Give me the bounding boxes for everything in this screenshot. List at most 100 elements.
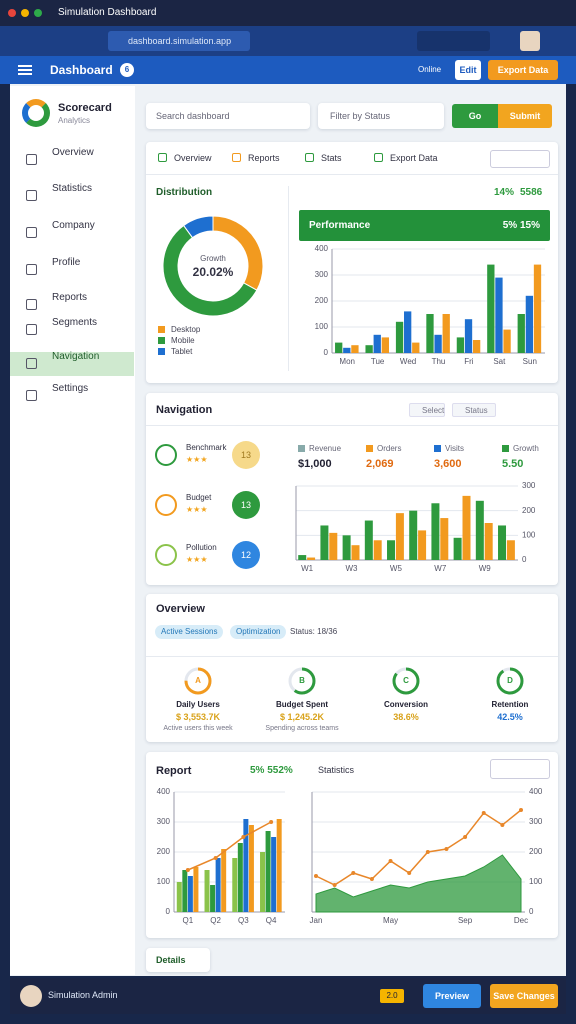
x-tick-label: Q4 bbox=[266, 916, 277, 925]
export-button[interactable]: Export Data bbox=[488, 60, 558, 80]
details: Details bbox=[156, 955, 186, 965]
nav-item[interactable]: Company bbox=[10, 221, 134, 245]
tab-title[interactable]: Simulation Dashboard bbox=[58, 7, 157, 18]
bar bbox=[395, 513, 404, 560]
ring-progress bbox=[496, 667, 524, 695]
point bbox=[388, 859, 393, 863]
bar bbox=[487, 264, 495, 353]
nav-label: Navigation bbox=[52, 351, 100, 362]
y-tick-label: 300 bbox=[315, 270, 329, 279]
nav-icon bbox=[26, 264, 37, 275]
item-value: $ 3,553.7K bbox=[175, 712, 221, 722]
section-title: Navigation bbox=[156, 404, 213, 416]
bar bbox=[335, 342, 343, 353]
nav-item[interactable]: Profile bbox=[10, 258, 134, 282]
bar bbox=[484, 523, 493, 560]
submit-button[interactable]: Submit bbox=[498, 104, 552, 128]
search-input[interactable]: Search dashboard bbox=[146, 103, 310, 129]
stars: ★★★ bbox=[186, 455, 208, 464]
point bbox=[444, 847, 449, 851]
y-tick-label: 400 bbox=[529, 787, 543, 796]
go-button[interactable]: Go bbox=[452, 104, 498, 128]
point bbox=[332, 883, 337, 887]
bar bbox=[320, 525, 329, 560]
nav-item[interactable]: Navigation bbox=[10, 352, 134, 376]
item-icon bbox=[155, 444, 177, 466]
logo bbox=[22, 99, 50, 127]
search-box[interactable] bbox=[417, 31, 490, 51]
bar bbox=[395, 321, 404, 353]
controls[interactable] bbox=[490, 759, 550, 779]
nav-item[interactable]: Settings bbox=[10, 384, 134, 408]
preview-button[interactable]: Preview bbox=[423, 984, 481, 1008]
x-tick-label: W3 bbox=[346, 564, 359, 573]
x-tick-label: W9 bbox=[479, 564, 492, 573]
nav-item[interactable]: Segments bbox=[10, 318, 134, 342]
score-badge: 13 bbox=[232, 491, 260, 519]
filter-select[interactable]: Select bbox=[409, 403, 445, 417]
bar bbox=[248, 825, 254, 912]
nav-label: Segments bbox=[52, 317, 98, 328]
progress-ring: C bbox=[392, 667, 420, 695]
bar bbox=[232, 858, 238, 912]
point bbox=[369, 877, 374, 881]
line bbox=[187, 821, 272, 871]
dot[interactable] bbox=[21, 9, 29, 17]
filter-dropdown[interactable]: Filter by Status bbox=[318, 103, 444, 129]
stat-swatch bbox=[434, 445, 441, 452]
address-box[interactable]: dashboard.simulation.app bbox=[108, 31, 250, 51]
legend-swatch bbox=[158, 348, 165, 355]
tab[interactable]: Reports bbox=[248, 153, 280, 163]
menu-icon[interactable] bbox=[18, 65, 32, 67]
tab[interactable]: Stats bbox=[321, 153, 342, 163]
avatar[interactable] bbox=[20, 985, 42, 1007]
area bbox=[315, 854, 522, 913]
badge: 2.0 bbox=[380, 989, 404, 1003]
nav-item[interactable]: Reports bbox=[10, 293, 134, 317]
banner-title: Performance bbox=[309, 220, 371, 231]
sidebar: Scorecard Analytics bbox=[10, 86, 135, 975]
legend-swatch bbox=[158, 337, 165, 344]
dot[interactable] bbox=[34, 9, 42, 17]
bar bbox=[503, 329, 511, 353]
avatar[interactable] bbox=[520, 31, 540, 51]
point bbox=[500, 823, 505, 827]
save-button[interactable]: Save Changes bbox=[490, 984, 558, 1008]
y-tick-label: 400 bbox=[157, 787, 171, 796]
footer: Simulation Admin 2.0 Preview Save Change… bbox=[10, 978, 566, 1014]
y-tick-label: 100 bbox=[315, 322, 329, 331]
bar bbox=[373, 334, 381, 353]
tab[interactable]: Overview bbox=[174, 153, 212, 163]
tab-controls[interactable] bbox=[490, 150, 550, 168]
section-title: Distribution bbox=[156, 187, 213, 198]
bar bbox=[404, 311, 412, 353]
nav-label: Profile bbox=[52, 257, 81, 268]
edit-button[interactable]: Edit bbox=[455, 60, 481, 80]
nav-item[interactable]: Statistics bbox=[10, 184, 134, 208]
dot[interactable] bbox=[8, 9, 16, 17]
item-value: 42.5% bbox=[497, 712, 523, 722]
bar bbox=[412, 342, 420, 353]
point bbox=[407, 871, 412, 875]
point bbox=[241, 835, 246, 839]
nav-icon bbox=[26, 154, 37, 165]
nav-item[interactable]: Overview bbox=[10, 148, 134, 172]
bar bbox=[351, 345, 359, 353]
nav-icon bbox=[26, 358, 37, 369]
item-icon bbox=[155, 544, 177, 566]
y-tick-label: 200 bbox=[522, 506, 536, 515]
bar bbox=[221, 849, 227, 912]
bar-chart: 0 100 200 300 400 Q1 Q2 Q3 Q4 bbox=[157, 787, 285, 925]
y-tick-label: 300 bbox=[157, 817, 171, 826]
chip[interactable]: Active Sessions bbox=[155, 625, 224, 639]
tab[interactable]: Export Data bbox=[390, 153, 438, 163]
user-name: Simulation Admin bbox=[48, 990, 118, 1000]
donut-chart: Growth 20.02% bbox=[162, 215, 264, 317]
item-name: Pollution bbox=[186, 543, 217, 552]
banner: Performance 5% 15% bbox=[299, 210, 550, 241]
ring-icon: B bbox=[299, 676, 305, 685]
point bbox=[213, 856, 218, 860]
filter-select[interactable]: Status bbox=[452, 403, 496, 417]
chip[interactable]: Optimization bbox=[230, 625, 287, 639]
